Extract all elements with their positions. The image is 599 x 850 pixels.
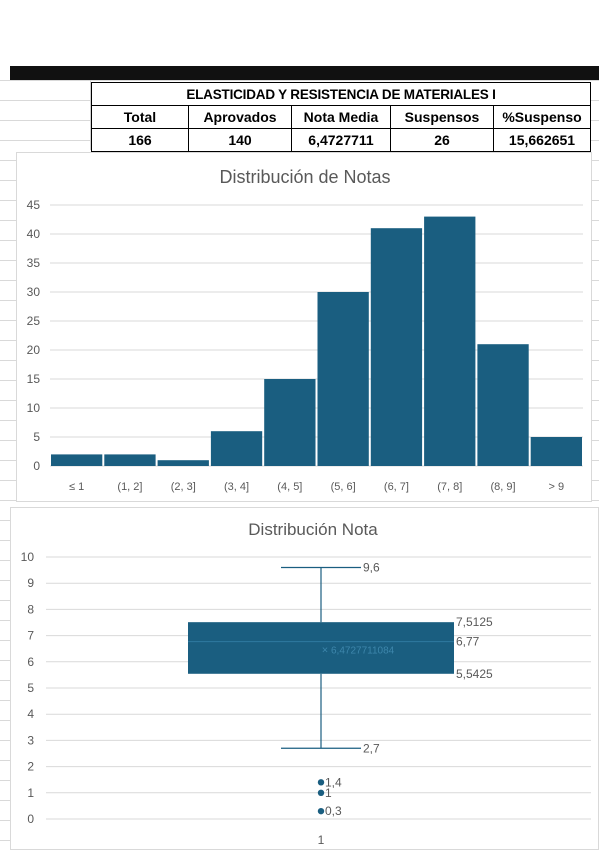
boxplot-box (188, 622, 454, 674)
boxplot-q1-label: 5,5425 (456, 667, 493, 681)
sheet-header-band (0, 0, 599, 66)
header-pct-suspenso[interactable]: %Suspenso (493, 105, 591, 129)
boxplot-outlier-label: 0,3 (325, 804, 342, 818)
sheet-dark-row (10, 66, 599, 80)
histogram-x-tick-label: (5, 6] (331, 481, 356, 493)
histogram-bar (317, 292, 369, 466)
sheet-column-divider (90, 80, 91, 150)
histogram-bar (530, 437, 582, 466)
header-nota-media[interactable]: Nota Media (291, 105, 391, 129)
histogram-x-tick-label: (4, 5] (277, 481, 302, 493)
histogram-bar (424, 216, 476, 466)
histogram-x-tick-label: (7, 8] (437, 481, 462, 493)
boxplot-chart[interactable]: Distribución Nota 0 1 2 3 4 5 6 7 8 9 10 × 6,4727711… (10, 507, 599, 850)
histogram-bar (157, 460, 209, 466)
histogram-x-tick-label: (2, 3] (171, 481, 196, 493)
boxplot-y-tick-label: 7 (27, 629, 34, 643)
histogram-x-tick-label: (1, 2] (117, 481, 142, 493)
value-nota-media[interactable]: 6,4727711 (291, 128, 391, 152)
histogram-y-tick-label: 5 (33, 430, 40, 444)
histogram-bar (477, 344, 529, 466)
boxplot-max-label: 9,6 (363, 560, 380, 574)
boxplot-y-tick-label: 8 (27, 602, 34, 616)
histogram-x-tick-label: ≤ 1 (69, 481, 84, 493)
histogram-x-tick-label: (3, 4] (224, 481, 249, 493)
histogram-x-tick-label: > 9 (549, 481, 565, 493)
histogram-x-tick-label: (6, 7] (384, 481, 409, 493)
histogram-bar (370, 228, 423, 466)
histogram-title: Distribución de Notas (219, 167, 390, 187)
boxplot-outlier-point (317, 779, 325, 786)
boxplot-y-tick-label: 2 (27, 760, 34, 774)
histogram-y-tick-label: 45 (27, 198, 41, 212)
histogram-chart[interactable]: Distribución de Notas 0 5 10 15 20 25 30 35 40 45… (16, 152, 592, 502)
histogram-bar (51, 454, 103, 466)
summary-table: ELASTICIDAD Y RESISTENCIA DE MATERIALES … (91, 82, 591, 152)
summary-table-title[interactable]: ELASTICIDAD Y RESISTENCIA DE MATERIALES … (91, 82, 591, 106)
histogram-y-tick-label: 40 (27, 227, 41, 241)
header-total[interactable]: Total (91, 105, 189, 129)
boxplot-outlier-point (317, 789, 325, 796)
boxplot-outlier-label: 1,4 (325, 775, 342, 789)
header-suspensos[interactable]: Suspensos (390, 105, 494, 129)
value-total[interactable]: 166 (91, 128, 189, 152)
histogram-y-tick-label: 10 (27, 401, 41, 415)
histogram-y-tick-label: 0 (33, 459, 40, 473)
boxplot-y-tick-label: 0 (27, 812, 34, 826)
histogram-bar (104, 454, 156, 466)
summary-value-row: 166 140 6,4727711 26 15,662651 (91, 128, 591, 152)
boxplot-y-tick-label: 9 (27, 576, 34, 590)
boxplot-outlier-point (317, 807, 325, 815)
value-pct-suspenso[interactable]: 15,662651 (493, 128, 591, 152)
boxplot-median-label: 6,77 (456, 635, 480, 649)
boxplot-title: Distribución Nota (248, 520, 378, 539)
value-suspensos[interactable]: 26 (390, 128, 494, 152)
boxplot-y-tick-label: 3 (27, 733, 34, 747)
boxplot-y-tick-label: 4 (27, 707, 34, 721)
histogram-bar (264, 379, 316, 466)
boxplot-y-tick-label: 6 (27, 655, 34, 669)
summary-title-row: ELASTICIDAD Y RESISTENCIA DE MATERIALES … (91, 82, 591, 106)
histogram-x-tick-label: (8, 9] (491, 481, 516, 493)
boxplot-x-tick-label: 1 (318, 833, 325, 847)
boxplot-svg: Distribución Nota 0 1 2 3 4 5 6 7 8 9 10 × 6,4727711… (21, 520, 591, 847)
value-aprovados[interactable]: 140 (188, 128, 292, 152)
histogram-y-tick-label: 30 (27, 285, 41, 299)
summary-header-row: Total Aprovados Nota Media Suspensos %Su… (91, 105, 591, 129)
boxplot-q3-label: 7,5125 (456, 615, 493, 629)
boxplot-y-tick-label: 10 (21, 550, 35, 564)
header-aprovados[interactable]: Aprovados (188, 105, 292, 129)
boxplot-y-tick-label: 5 (27, 681, 34, 695)
histogram-y-tick-label: 25 (27, 314, 41, 328)
histogram-svg: Distribución de Notas 0 5 10 15 20 25 30 35 40 45… (27, 167, 583, 493)
histogram-y-tick-label: 20 (27, 343, 41, 357)
boxplot-mean-marker: × (322, 644, 328, 656)
boxplot-outlier-label: 1 (325, 786, 332, 800)
boxplot-mean-label: 6,4727711084 (331, 645, 395, 656)
histogram-bar (210, 431, 263, 466)
boxplot-y-tick-label: 1 (27, 786, 34, 800)
histogram-y-tick-label: 15 (27, 372, 41, 386)
boxplot-min-label: 2,7 (363, 741, 380, 755)
histogram-y-tick-label: 35 (27, 256, 41, 270)
